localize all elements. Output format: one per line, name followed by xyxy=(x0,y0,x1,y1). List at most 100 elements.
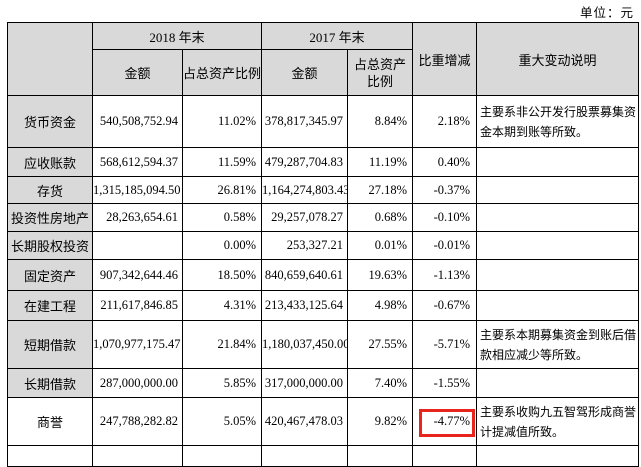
amount-2018-cell: 287,000,000.00 xyxy=(92,368,183,398)
row-label: 投资性房地产 xyxy=(7,203,93,232)
note-cell: 主要系非公开发行股票募集资金本期到账等所致。 xyxy=(476,95,640,148)
note-cell xyxy=(476,368,640,398)
ratio-2018-cell: 4.31% xyxy=(181,290,263,321)
row-label: 长期借款 xyxy=(7,368,93,398)
header-ratio-2017: 占总资产比例 xyxy=(347,49,414,96)
change-cell: -1.55% xyxy=(412,368,478,398)
amount-2018-cell: 907,342,644.46 xyxy=(92,259,183,291)
ratio-2018-cell: 18.50% xyxy=(181,259,263,291)
header-note: 重大变动说明 xyxy=(476,22,640,96)
table-row-inventory: 存货 1,315,185,094.50 26.81% 1,164,274,803… xyxy=(7,176,640,204)
ratio-2018-cell: 11.59% xyxy=(181,147,263,177)
ratio-2017-cell: 4.98% xyxy=(347,290,414,321)
table-row-investment-property: 投资性房地产 28,263,654.61 0.58% 29,257,078.27… xyxy=(7,203,640,232)
amount-2018-cell: 568,612,594.37 xyxy=(92,147,183,177)
header-year-2018: 2018 年末 xyxy=(91,22,263,50)
header-change: 比重增减 xyxy=(412,22,478,96)
row-label: 长期股权投资 xyxy=(7,231,93,260)
change-cell: -0.01% xyxy=(412,231,478,260)
row-label: 货币资金 xyxy=(7,95,93,148)
ratio-2017-cell: 19.63% xyxy=(347,259,414,291)
table-row-construction-in-progress: 在建工程 211,617,846.85 4.31% 213,433,125.64… xyxy=(7,290,640,321)
note-cell: 主要系本期募集资金到账后借款相应减少等所致。 xyxy=(476,320,640,369)
change-cell: -5.71% xyxy=(412,320,478,369)
partial-cell xyxy=(347,445,414,467)
change-value: -4.77% xyxy=(433,414,471,428)
note-cell xyxy=(476,176,640,204)
amount-2018-cell: 28,263,654.61 xyxy=(92,203,183,232)
note-cell: 主要系收购九五智驾形成商誉计提减值所致。 xyxy=(476,397,640,446)
ratio-2018-cell: 11.02% xyxy=(181,95,263,148)
change-cell: -0.37% xyxy=(412,176,478,204)
partial-cell xyxy=(412,445,478,467)
amount-2017-cell: 840,659,640.61 xyxy=(261,259,349,291)
table-row-long-term-loans: 长期借款 287,000,000.00 5.85% 317,000,000.00… xyxy=(7,368,640,398)
ratio-2018-cell: 21.84% xyxy=(181,320,263,369)
amount-2018-cell: 211,617,846.85 xyxy=(92,290,183,321)
row-label: 存货 xyxy=(7,176,93,204)
table-row-goodwill: 商誉 247,788,282.82 5.05% 420,467,478.03 9… xyxy=(7,397,640,446)
header-item-blank xyxy=(7,22,93,96)
partial-cell xyxy=(7,445,93,467)
ratio-2017-cell: 0.01% xyxy=(347,231,414,260)
ratio-2018-cell: 0.00% xyxy=(181,231,263,260)
change-cell: 2.18% xyxy=(412,95,478,148)
change-cell: -1.13% xyxy=(412,259,478,291)
amount-2018-cell: 540,508,752.94 xyxy=(92,95,183,148)
note-cell xyxy=(476,203,640,232)
ratio-2018-cell: 0.58% xyxy=(181,203,263,232)
ratio-2018-cell: 5.85% xyxy=(181,368,263,398)
table-row-partial xyxy=(7,445,640,467)
change-cell: -0.67% xyxy=(412,290,478,321)
ratio-2017-cell: 8.84% xyxy=(347,95,414,148)
amount-2017-cell: 213,433,125.64 xyxy=(261,290,349,321)
amount-2017-cell: 378,817,345.97 xyxy=(261,95,349,148)
unit-label: 单位：元 xyxy=(579,6,634,20)
amount-2017-cell: 29,257,078.27 xyxy=(261,203,349,232)
amount-2018-cell xyxy=(92,231,183,260)
change-cell-highlighted: -4.77% xyxy=(412,397,478,446)
change-cell: 0.40% xyxy=(412,147,478,177)
ratio-2017-cell: 0.68% xyxy=(347,203,414,232)
row-label: 短期借款 xyxy=(7,320,93,369)
assets-liabilities-table: 2018 年末 2017 年末 比重增减 重大变动说明 金额 占总资产比例 金额… xyxy=(7,22,640,467)
ratio-2018-cell: 5.05% xyxy=(181,397,263,446)
partial-cell xyxy=(92,445,183,467)
note-cell xyxy=(476,290,640,321)
ratio-2017-cell: 27.55% xyxy=(347,320,414,369)
row-label: 应收账款 xyxy=(7,147,93,177)
note-cell xyxy=(476,231,640,260)
change-cell: -0.10% xyxy=(412,203,478,232)
row-label: 固定资产 xyxy=(7,259,93,291)
ratio-2017-cell: 27.18% xyxy=(347,176,414,204)
table-row-short-term-loans: 短期借款 1,070,977,175.47 21.84% 1,180,037,4… xyxy=(7,320,640,369)
amount-2017-cell: 1,180,037,450.00 xyxy=(261,320,349,369)
amount-2018-cell: 1,315,185,094.50 xyxy=(92,176,183,204)
header-ratio-2018: 占总资产比例 xyxy=(181,49,263,96)
table-row-fixed-assets: 固定资产 907,342,644.46 18.50% 840,659,640.6… xyxy=(7,259,640,291)
ratio-2018-cell: 26.81% xyxy=(181,176,263,204)
row-label: 商誉 xyxy=(7,397,93,446)
partial-cell xyxy=(261,445,349,467)
partial-cell xyxy=(476,445,640,467)
note-cell xyxy=(476,147,640,177)
table-row-monetary-funds: 货币资金 540,508,752.94 11.02% 378,817,345.9… xyxy=(7,95,640,148)
ratio-2017-cell: 11.19% xyxy=(347,147,414,177)
amount-2017-cell: 479,287,704.83 xyxy=(261,147,349,177)
partial-cell xyxy=(181,445,263,467)
ratio-2017-cell: 7.40% xyxy=(347,368,414,398)
note-cell xyxy=(476,259,640,291)
table-row-accounts-receivable: 应收账款 568,612,594.37 11.59% 479,287,704.8… xyxy=(7,147,640,177)
amount-2017-cell: 420,467,478.03 xyxy=(261,397,349,446)
row-label: 在建工程 xyxy=(7,290,93,321)
amount-2018-cell: 1,070,977,175.47 xyxy=(92,320,183,369)
amount-2017-cell: 1,164,274,803.43 xyxy=(261,176,349,204)
ratio-2017-cell: 9.82% xyxy=(347,397,414,446)
financial-table-container: 2018 年末 2017 年末 比重增减 重大变动说明 金额 占总资产比例 金额… xyxy=(7,22,640,467)
amount-2017-cell: 317,000,000.00 xyxy=(261,368,349,398)
table-row-long-term-equity-investment: 长期股权投资 0.00% 253,327.21 0.01% -0.01% xyxy=(7,231,640,260)
header-amount-2018: 金额 xyxy=(92,49,183,96)
header-year-2017: 2017 年末 xyxy=(261,22,414,50)
amount-2017-cell: 253,327.21 xyxy=(261,231,349,260)
amount-2018-cell: 247,788,282.82 xyxy=(92,397,183,446)
